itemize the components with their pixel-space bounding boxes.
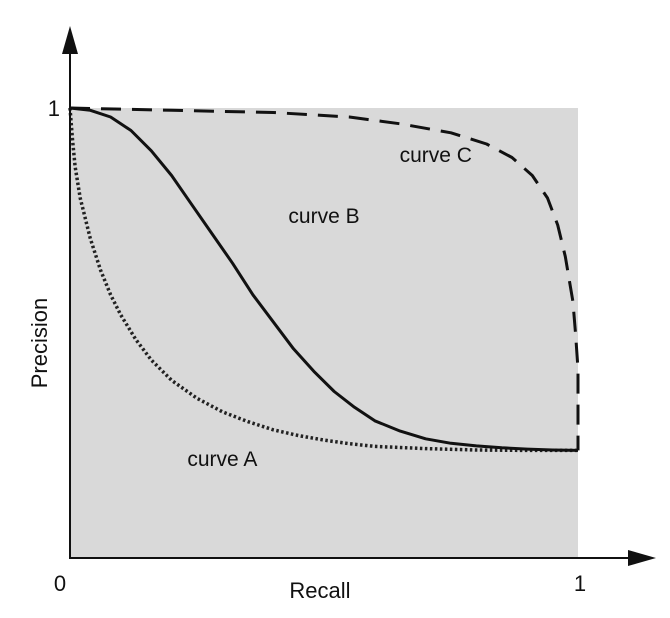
plot-area-background <box>70 108 578 558</box>
curve-label-curve-b: curve B <box>288 205 359 228</box>
x-axis-arrow-icon <box>628 550 656 566</box>
y-axis-label: Precision <box>27 298 52 388</box>
series-line-curve-c <box>69 106 580 451</box>
series-line-curve-b <box>69 106 579 452</box>
x-tick-label: 1 <box>574 571 586 596</box>
x-tick-label: 0 <box>54 571 66 596</box>
curve-label-curve-c: curve C <box>400 144 472 167</box>
x-axis-label: Recall <box>289 578 350 603</box>
series-lines <box>68 106 580 453</box>
axes <box>62 26 656 566</box>
curve-label-curve-a: curve A <box>187 448 257 471</box>
y-axis-arrow-icon <box>62 26 78 54</box>
curve-labels: curve A curve B curve C <box>187 144 472 471</box>
series-line-curve-a <box>68 107 578 453</box>
y-tick-label: 1 <box>48 96 60 121</box>
tick-labels: 0 1 1 <box>48 96 586 596</box>
